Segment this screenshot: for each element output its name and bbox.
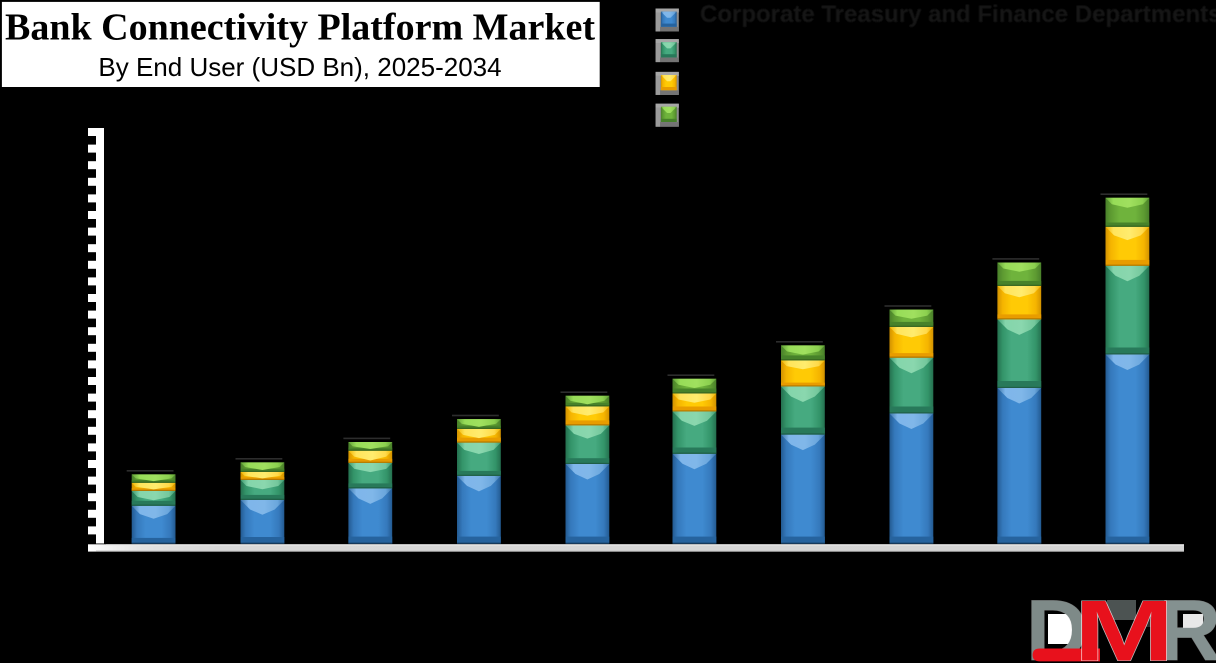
svg-text:M: M — [1074, 583, 1174, 663]
svg-text:Corporate Treasury and Finance: Corporate Treasury and Finance Departmen… — [700, 1, 1216, 28]
svg-text:By End User (USD Bn), 2025-203: By End User (USD Bn), 2025-2034 — [98, 52, 501, 82]
svg-text:Bank Connectivity Platform Mar: Bank Connectivity Platform Market — [5, 7, 595, 49]
svg-text:R: R — [1159, 583, 1216, 663]
